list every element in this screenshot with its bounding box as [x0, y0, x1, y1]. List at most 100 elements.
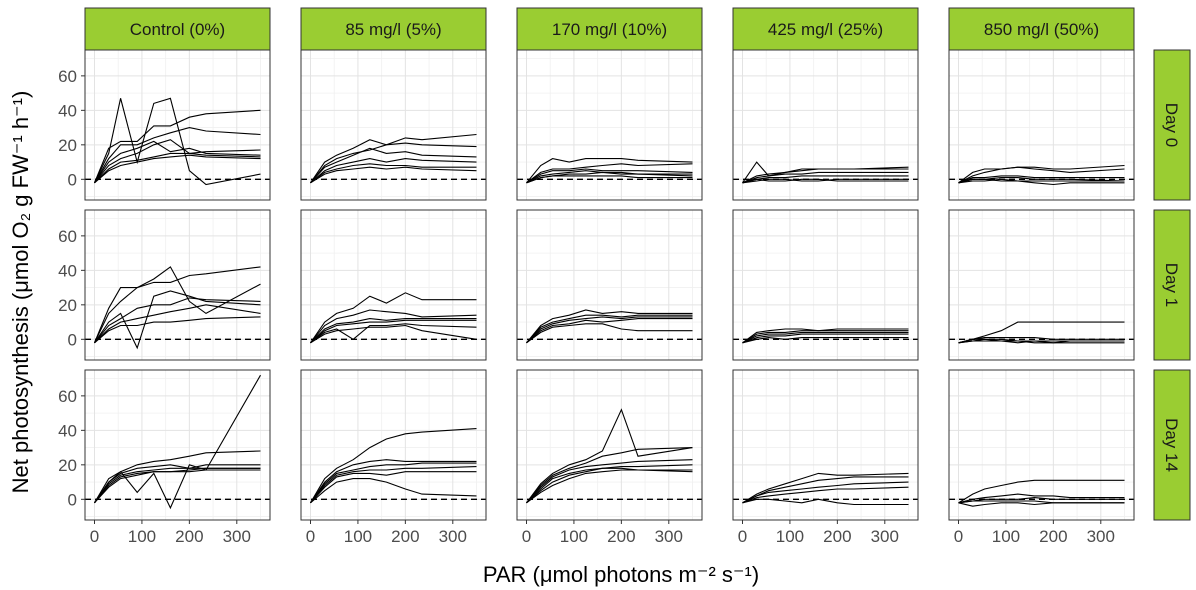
series-line [526, 170, 693, 184]
series-line [742, 498, 909, 506]
series-line [958, 502, 1125, 507]
series-line [958, 497, 1125, 504]
panel-background [949, 370, 1134, 520]
series-group [301, 133, 486, 184]
panel-border [516, 209, 703, 361]
y-tick-label: 60 [58, 227, 77, 246]
series-line [742, 330, 909, 344]
series-line [94, 266, 261, 344]
panel-background [733, 370, 918, 520]
series-line [742, 175, 909, 184]
y-tick-label: 20 [58, 136, 77, 155]
series-line [310, 309, 477, 344]
series-line [742, 171, 909, 184]
y-tick-label: 40 [58, 101, 77, 120]
column-strip [84, 7, 271, 51]
y-tick-label: 0 [68, 490, 77, 509]
x-tick-label: 0 [306, 527, 315, 546]
series-line [310, 318, 477, 344]
series-line [94, 140, 261, 184]
y-tick-label: 20 [58, 296, 77, 315]
x-tick-label: 300 [223, 527, 251, 546]
series-line [310, 163, 477, 184]
x-tick-label: 300 [439, 527, 467, 546]
panel-border [300, 49, 487, 201]
panel-border [84, 369, 271, 521]
series-line [958, 166, 1125, 184]
panel-border [300, 209, 487, 361]
column-strip [516, 7, 703, 51]
panels-layer: Control (0%) 85 mg/l (5%) 170 mg/l (10%) 42… [58, 7, 1191, 546]
series-line [310, 471, 477, 504]
series-group [733, 328, 918, 344]
y-tick-label: 0 [68, 170, 77, 189]
panel-border [84, 49, 271, 201]
panel [516, 209, 703, 361]
panel: 0 20 40 60 [58, 49, 271, 201]
x-tick-label: 100 [776, 527, 804, 546]
series-line [742, 178, 909, 184]
x-tick-label: 300 [1087, 527, 1115, 546]
series-group [85, 97, 270, 186]
panel: 0 100 200 300 [948, 369, 1135, 546]
column-strip-label: 170 mg/l (10%) [552, 20, 667, 39]
x-tick-label: 200 [1039, 527, 1067, 546]
y-tick-label: 20 [58, 456, 77, 475]
series-line [958, 493, 1125, 504]
series-line [310, 478, 477, 504]
series-line [310, 166, 477, 184]
series-line [526, 175, 693, 184]
series-line [526, 323, 693, 344]
series-line [742, 481, 909, 504]
series-line [958, 337, 1125, 344]
x-tick-label: 200 [175, 527, 203, 546]
row-strip-label: Day 14 [1162, 418, 1181, 472]
x-tick-label: 100 [992, 527, 1020, 546]
panel-border [516, 369, 703, 521]
column-strip-label: 850 mg/l (50%) [984, 20, 1099, 39]
panel-border [732, 209, 919, 361]
panel [300, 209, 487, 361]
series-line [526, 467, 693, 504]
panel-background [85, 210, 270, 360]
series-line [94, 152, 261, 184]
panel [948, 49, 1135, 201]
series-line [94, 304, 261, 344]
column-strip-label: Control (0%) [130, 20, 225, 39]
series-line [310, 292, 477, 344]
panel-background [949, 210, 1134, 360]
series-line [958, 321, 1125, 344]
row-strip [1153, 209, 1191, 361]
panel-background [85, 370, 270, 520]
series-line [526, 318, 693, 344]
series-group [517, 408, 702, 504]
series-line [958, 175, 1125, 184]
panel: 0 100 200 300 [516, 369, 703, 546]
x-tick-label: 200 [607, 527, 635, 546]
panel [300, 49, 487, 201]
series-line [526, 469, 693, 504]
panel [948, 209, 1135, 361]
panel-border [300, 369, 487, 521]
column-strip [300, 7, 487, 51]
series-line [310, 158, 477, 184]
series-group [301, 292, 486, 344]
row-strip-label: Day 1 [1162, 263, 1181, 307]
panel [732, 209, 919, 361]
series-line [94, 290, 261, 350]
x-tick-label: 100 [560, 527, 588, 546]
series-line [93, 266, 261, 344]
series-line [310, 323, 477, 344]
series-group [949, 479, 1134, 507]
series-group [949, 321, 1134, 344]
x-tick-label: 300 [655, 527, 683, 546]
panel: 0 20 40 60 0 100 200 300 [58, 369, 271, 546]
panel-background [517, 370, 702, 520]
series-line [310, 459, 477, 504]
series-line [310, 466, 477, 504]
row-strip-label: Day 0 [1162, 103, 1181, 147]
panel-border [732, 49, 919, 201]
series-line [310, 319, 477, 344]
panel [516, 49, 703, 201]
